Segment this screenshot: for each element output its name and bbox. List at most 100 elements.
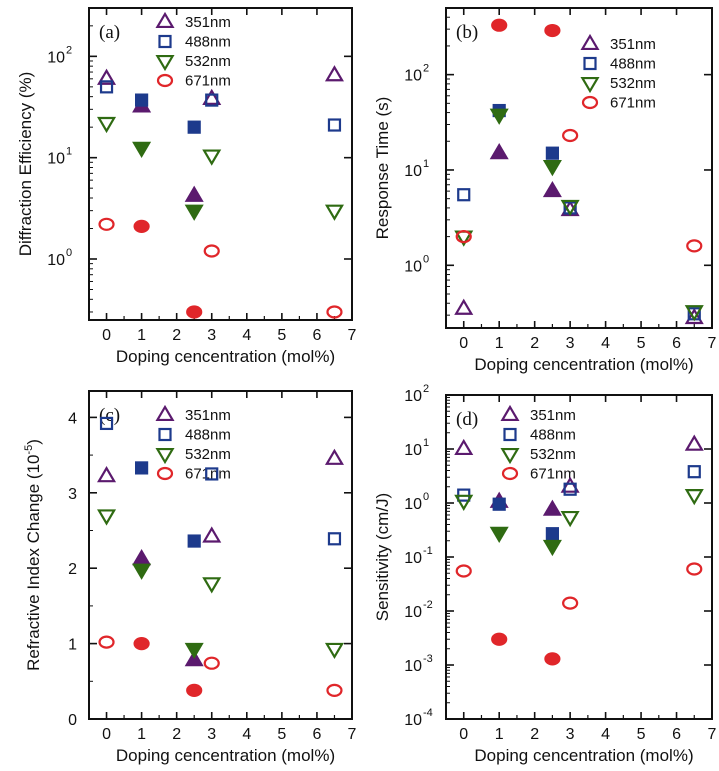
- y-tick-exponent: 0: [66, 247, 72, 259]
- legend-entry: 532nm: [185, 53, 231, 70]
- data-point: [562, 596, 579, 610]
- y-axis-label: Sensitivity (cm/J): [373, 493, 392, 621]
- data-point: [99, 80, 114, 94]
- x-tick-label: 0: [459, 726, 468, 743]
- x-tick-label: 0: [102, 726, 111, 743]
- plot-frame: [88, 7, 353, 321]
- legend-marker-671nm: [501, 466, 519, 481]
- legend: 351nm 488nm 532nm 671nm: [155, 11, 231, 90]
- data-point: [560, 510, 580, 528]
- x-axis-label: Doping cencentration (mol%): [474, 355, 693, 374]
- data-point: [560, 476, 580, 493]
- legend-entry: 671nm: [530, 466, 576, 483]
- legend-marker-488nm: [503, 427, 517, 442]
- data-point: [454, 298, 474, 315]
- x-tick-label: 4: [242, 327, 251, 344]
- series-488nm: [99, 80, 342, 134]
- y-tick-exponent: -1: [423, 545, 433, 557]
- data-point: [324, 204, 344, 221]
- legend-marker-488nm: [158, 34, 172, 49]
- y-tick-label: 10: [404, 550, 422, 567]
- x-tick-label: 4: [601, 335, 610, 352]
- legend-entry: 488nm: [530, 427, 576, 444]
- series-671nm: [455, 562, 703, 666]
- data-point: [132, 141, 152, 159]
- legend-entry: 488nm: [185, 427, 231, 444]
- data-point: [455, 564, 472, 578]
- data-point: [544, 23, 561, 38]
- y-tick-exponent: -2: [423, 599, 433, 611]
- legend-entry: 671nm: [185, 73, 231, 90]
- y-tick-label: 10: [404, 388, 422, 405]
- x-tick-label: 3: [207, 726, 216, 743]
- data-point: [187, 120, 201, 134]
- legend-marker-532nm: [500, 447, 520, 465]
- y-tick-label: 0: [68, 712, 77, 729]
- panel-label: (b): [456, 22, 478, 43]
- data-point: [203, 656, 220, 670]
- legend-entry: 351nm: [610, 36, 656, 53]
- legend-entry: 488nm: [610, 56, 656, 73]
- y-tick-label: 10: [404, 442, 422, 459]
- x-tick-label: 5: [277, 726, 286, 743]
- data-point: [454, 438, 474, 456]
- y-tick-label: 3: [68, 486, 77, 503]
- data-point: [184, 642, 204, 660]
- data-point: [135, 461, 149, 475]
- data-point: [492, 497, 506, 511]
- series-488nm: [457, 103, 701, 321]
- x-tick-label: 5: [277, 327, 286, 344]
- data-point: [205, 467, 219, 481]
- data-point: [132, 548, 152, 566]
- legend-entry: 532nm: [185, 446, 231, 463]
- legend-entry: 671nm: [185, 466, 231, 483]
- data-point: [542, 499, 562, 516]
- x-tick-label: 0: [102, 327, 111, 344]
- data-point: [562, 128, 579, 143]
- legend-marker-532nm: [580, 76, 600, 94]
- panel-c: 0 1 2 3 4 5 6 7 0 1 2 3 4 Doping cencentration (mol%)…: [23, 390, 357, 765]
- y-tick-label: 10: [47, 252, 65, 269]
- x-tick-label: 1: [495, 335, 504, 352]
- data-point: [560, 199, 580, 217]
- data-point: [686, 562, 703, 576]
- data-point: [186, 305, 203, 319]
- x-tick-label: 5: [637, 335, 646, 352]
- data-point: [684, 307, 704, 325]
- data-point: [205, 93, 219, 107]
- series-488nm: [99, 416, 342, 548]
- plot-frame: [445, 7, 713, 329]
- series-671nm: [455, 18, 703, 253]
- series-532nm: [97, 509, 344, 660]
- legend-entry: 351nm: [530, 407, 576, 424]
- x-tick-label: 2: [530, 335, 539, 352]
- x-tick-label: 2: [172, 726, 181, 743]
- x-tick-label: 6: [312, 726, 321, 743]
- data-point: [202, 577, 222, 594]
- data-point: [132, 563, 152, 580]
- x-tick-label: 6: [672, 335, 681, 352]
- x-tick-label: 1: [495, 726, 504, 743]
- data-point: [202, 149, 222, 166]
- data-point: [545, 527, 560, 541]
- x-tick-label: 2: [530, 726, 539, 743]
- x-tick-label: 1: [137, 726, 146, 743]
- legend-marker-351nm: [580, 33, 600, 51]
- data-point: [324, 642, 344, 660]
- legend-marker-532nm: [155, 447, 175, 465]
- data-point: [545, 146, 560, 160]
- legend-marker-351nm: [155, 404, 175, 422]
- panel-label: (a): [99, 22, 120, 43]
- x-tick-label: 3: [566, 335, 575, 352]
- data-point: [454, 494, 474, 511]
- data-point: [203, 244, 220, 258]
- legend-marker-488nm: [583, 56, 597, 71]
- data-point: [187, 534, 201, 548]
- legend-marker-488nm: [158, 427, 172, 442]
- series-532nm: [97, 116, 344, 221]
- panel-label: (c): [99, 405, 120, 426]
- data-point: [563, 482, 577, 496]
- legend-entry: 532nm: [610, 75, 656, 92]
- plot-frame: [445, 394, 713, 720]
